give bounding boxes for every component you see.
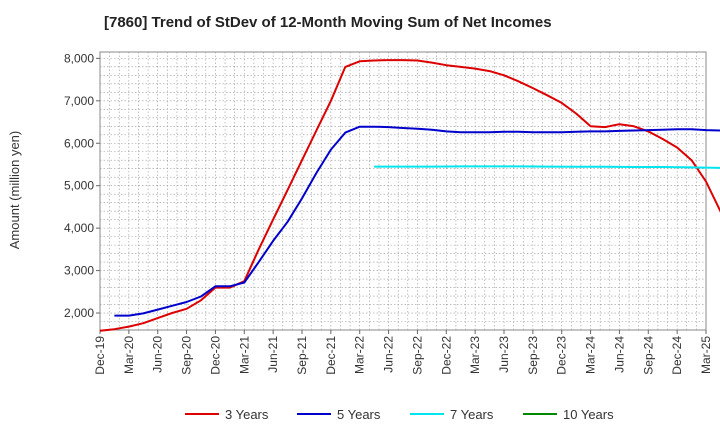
x-tick-label: Mar-23 <box>468 336 482 374</box>
y-tick-label: 3,000 <box>64 264 94 278</box>
x-tick-label: Dec-20 <box>208 336 222 375</box>
y-tick-label: 2,000 <box>64 306 94 320</box>
x-tick-label: Mar-24 <box>584 336 598 374</box>
x-tick-label: Mar-22 <box>353 336 367 374</box>
x-tick-label: Dec-19 <box>93 336 107 375</box>
x-tick-label: Jun-21 <box>266 336 280 373</box>
y-tick-label: 4,000 <box>64 221 94 235</box>
x-tick-label: Sep-21 <box>295 336 309 375</box>
legend-label: 10 Years <box>563 407 614 422</box>
legend: 3 Years 5 Years 7 Years 10 Years <box>185 407 614 422</box>
x-tick-label: Sep-22 <box>410 336 424 375</box>
x-tick-label: Mar-21 <box>237 336 251 374</box>
series-lines <box>99 59 720 332</box>
chart-title: [7860] Trend of StDev of 12-Month Moving… <box>104 14 552 31</box>
x-tick-label: Dec-21 <box>324 336 338 375</box>
y-tick-label: 5,000 <box>64 179 94 193</box>
x-tick-label: Sep-20 <box>180 336 194 375</box>
x-tick-label: Sep-24 <box>641 336 655 375</box>
y-tick-label: 8,000 <box>64 51 94 65</box>
x-tick-label: Mar-20 <box>122 336 136 374</box>
legend-label: 5 Years <box>337 407 381 422</box>
y-tick-label: 7,000 <box>64 94 94 108</box>
plot-area <box>99 51 707 331</box>
x-tick-label: Jun-23 <box>497 336 511 373</box>
x-tick-label: Dec-24 <box>670 336 684 375</box>
legend-label: 3 Years <box>225 407 269 422</box>
x-tick-label: Jun-24 <box>612 336 626 373</box>
x-tick-label: Dec-22 <box>439 336 453 375</box>
series-line-5-years <box>114 125 720 317</box>
x-tick-label: Dec-23 <box>555 336 569 375</box>
x-tick-label: Jun-22 <box>382 336 396 373</box>
x-tick-label: Sep-23 <box>526 336 540 375</box>
x-tick-label: Mar-25 <box>699 336 713 374</box>
legend-label: 7 Years <box>450 407 494 422</box>
y-tick-label: 6,000 <box>64 136 94 150</box>
series-line-7-years <box>374 165 720 169</box>
grid <box>99 51 707 331</box>
series-line-3-years <box>99 59 720 332</box>
axes: 2,000 3,000 4,000 5,000 6,000 7,000 8,000 Dec-1… <box>64 51 713 374</box>
x-tick-label: Jun-20 <box>151 336 165 373</box>
y-axis-title: Amount (million yen) <box>7 131 22 250</box>
